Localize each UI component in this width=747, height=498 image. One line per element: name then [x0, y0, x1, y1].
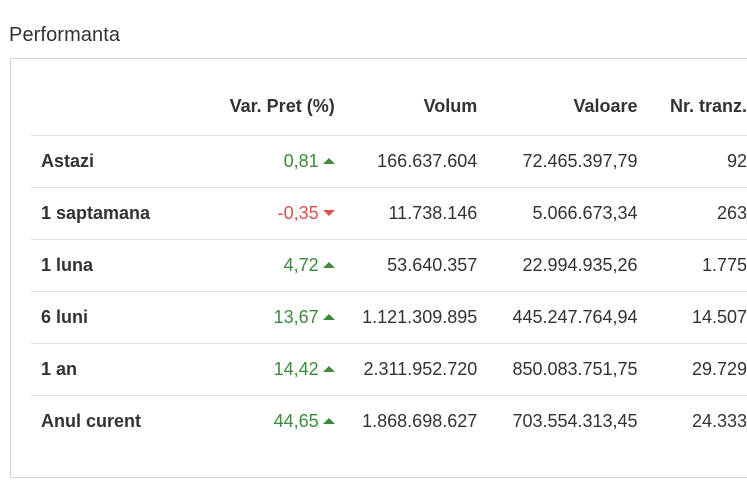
row-volum: 2.311.952.720: [342, 343, 486, 396]
row-nr-tranz: 1.775: [645, 239, 747, 292]
row-valoare: 72.465.397,79: [485, 135, 646, 188]
row-var-pret: 0,81: [178, 135, 343, 188]
row-nr-tranz: 24.333: [645, 395, 747, 447]
var-pret-value: 0,81: [283, 151, 319, 171]
header-valoare: Valoare: [573, 95, 638, 116]
header-var-pret: Var. Pret (%): [229, 95, 335, 116]
performance-panel: Var. Pret (%) Volum Valoare Nr. tranz. A…: [10, 58, 747, 478]
row-nr-tranz: 92: [645, 135, 747, 188]
table-header-row: Var. Pret (%) Volum Valoare Nr. tranz.: [31, 83, 747, 136]
row-volum: 1.121.309.895: [342, 291, 486, 344]
row-volum: 11.738.146: [342, 187, 486, 240]
row-valoare: 5.066.673,34: [485, 187, 646, 240]
triangle-up-icon: [322, 418, 335, 425]
header-nr-tranz: Nr. tranz.: [669, 95, 747, 116]
header-label: [31, 83, 178, 136]
var-pret-value: 14,42: [273, 359, 319, 379]
row-valoare: 850.083.751,75: [485, 343, 646, 396]
row-var-pret: 4,72: [178, 239, 343, 292]
row-period-label: 1 luna: [31, 239, 179, 292]
var-pret-value: 44,65: [273, 411, 319, 431]
table-row: Anul curent 44,65 1.868.698.627 703.554.…: [31, 395, 747, 447]
section-title: Performanta: [9, 24, 121, 46]
row-volum: 1.868.698.627: [342, 395, 486, 447]
row-period-label: 6 luni: [31, 291, 179, 344]
table-row: 1 luna 4,72 53.640.357 22.994.935,26 1.7…: [31, 239, 747, 292]
triangle-up-icon: [322, 366, 335, 373]
triangle-up-icon: [322, 262, 335, 269]
table-row: 6 luni 13,67 1.121.309.895 445.247.764,9…: [31, 291, 747, 344]
row-period-label: Astazi: [31, 135, 179, 188]
var-pret-value: 4,72: [283, 255, 319, 275]
row-volum: 53.640.357: [342, 239, 486, 292]
row-period-label: 1 saptamana: [31, 187, 179, 240]
row-var-pret: 14,42: [178, 343, 343, 396]
performance-table: Var. Pret (%) Volum Valoare Nr. tranz. A…: [31, 83, 747, 447]
row-nr-tranz: 263: [645, 187, 747, 240]
row-volum: 166.637.604: [342, 135, 486, 188]
row-nr-tranz: 29.729: [645, 343, 747, 396]
table-row: 1 saptamana -0,35 11.738.146 5.066.673,3…: [31, 187, 747, 240]
row-period-label: 1 an: [31, 343, 179, 396]
row-nr-tranz: 14.507: [645, 291, 747, 344]
table-row: Astazi 0,81 166.637.604 72.465.397,79 92: [31, 135, 747, 188]
header-volum: Volum: [423, 95, 478, 116]
row-period-label: Anul curent: [31, 395, 179, 447]
table-row: 1 an 14,42 2.311.952.720 850.083.751,75 …: [31, 343, 747, 396]
row-var-pret: 13,67: [178, 291, 343, 344]
var-pret-value: 13,67: [273, 307, 319, 327]
triangle-up-icon: [322, 158, 335, 165]
triangle-up-icon: [322, 314, 335, 321]
triangle-down-icon: [322, 210, 335, 217]
row-valoare: 703.554.313,45: [485, 395, 646, 447]
row-valoare: 22.994.935,26: [485, 239, 646, 292]
row-var-pret: 44,65: [178, 395, 343, 447]
row-valoare: 445.247.764,94: [485, 291, 646, 344]
row-var-pret: -0,35: [178, 187, 343, 240]
var-pret-value: -0,35: [277, 203, 319, 223]
